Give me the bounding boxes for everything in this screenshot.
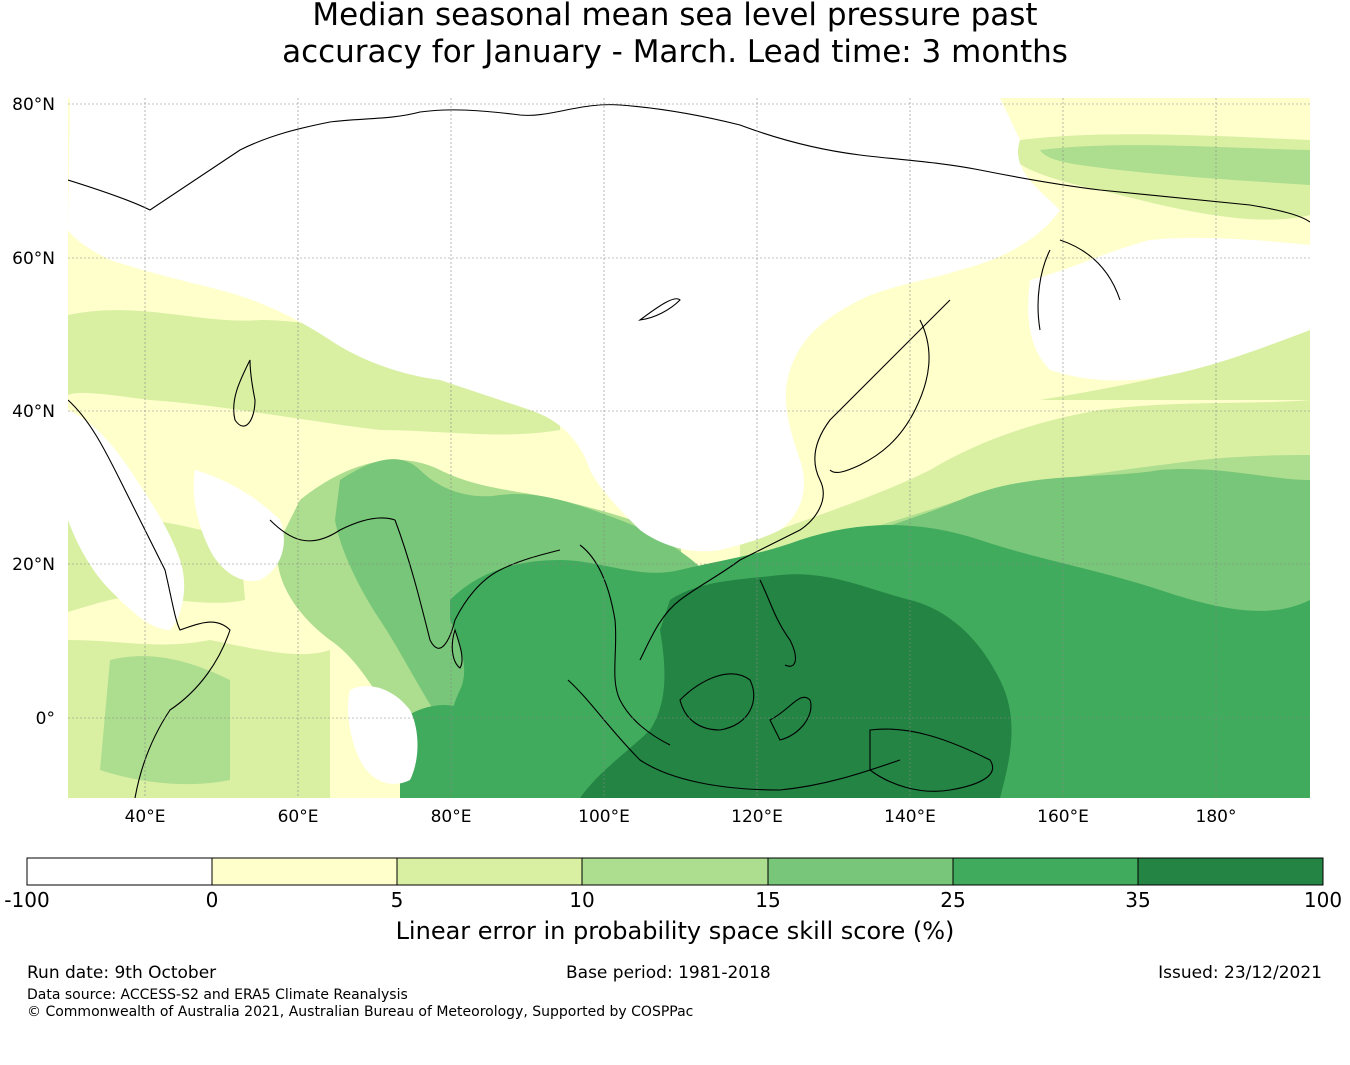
colorbar-tick: 25 — [940, 888, 965, 912]
colorbar-title: Linear error in probability space skill … — [396, 917, 955, 945]
lat-label: 0° — [36, 709, 55, 729]
latitude-labels: 80°N 60°N 40°N 20°N 0° — [12, 95, 55, 729]
lon-label: 140°E — [884, 807, 936, 827]
colorbar-tick: 35 — [1125, 888, 1150, 912]
chart-title-line-2: accuracy for January - March. Lead time:… — [282, 34, 1068, 70]
issued-date: Issued: 23/12/2021 — [1158, 963, 1322, 983]
colorbar-tick: 5 — [391, 888, 404, 912]
lon-label: 120°E — [731, 807, 783, 827]
lon-label: 100°E — [578, 807, 630, 827]
longitude-labels: 40°E 60°E 80°E 100°E 120°E 140°E 160°E 1… — [125, 807, 1237, 827]
colorbar-segment-5-10 — [397, 858, 582, 885]
colorbar-segment-0-5 — [212, 858, 397, 885]
colorbar: -100 0 5 10 15 25 35 100 Linear error in… — [4, 857, 1342, 945]
coastlines — [68, 104, 1310, 798]
skill-band-35-100 — [580, 574, 1012, 798]
colorbar-segment-neg100-0 — [27, 858, 212, 885]
colorbar-tick: 100 — [1304, 888, 1342, 912]
colorbar-tick: 15 — [755, 888, 780, 912]
skill-band-below-0 — [68, 98, 1310, 784]
skill-map — [68, 98, 1310, 798]
colorbar-segment-35-100 — [1138, 858, 1323, 885]
lon-label: 160°E — [1037, 807, 1089, 827]
lat-label: 60°N — [12, 249, 55, 269]
lat-label: 80°N — [12, 95, 55, 115]
lon-label: 40°E — [125, 807, 166, 827]
colorbar-segment-10-15 — [582, 858, 768, 885]
colorbar-tick: 10 — [569, 888, 594, 912]
lat-label: 20°N — [12, 555, 55, 575]
colorbar-tick: 0 — [206, 888, 219, 912]
colorbar-segment-25-35 — [953, 858, 1138, 885]
lat-label: 40°N — [12, 402, 55, 422]
lon-label: 60°E — [278, 807, 319, 827]
run-date: Run date: 9th October — [27, 963, 217, 983]
base-period: Base period: 1981-2018 — [566, 963, 771, 983]
colorbar-outline — [26, 857, 1324, 886]
copyright: © Commonwealth of Australia 2021, Austra… — [27, 1004, 694, 1020]
chart-title-line-1: Median seasonal mean sea level pressure … — [312, 0, 1038, 33]
colorbar-segment-15-25 — [768, 858, 953, 885]
colorbar-tick: -100 — [4, 888, 49, 912]
lon-label: 180° — [1196, 807, 1237, 827]
lon-label: 80°E — [431, 807, 472, 827]
gridlines — [68, 98, 1310, 798]
data-source: Data source: ACCESS-S2 and ERA5 Climate … — [27, 987, 408, 1003]
